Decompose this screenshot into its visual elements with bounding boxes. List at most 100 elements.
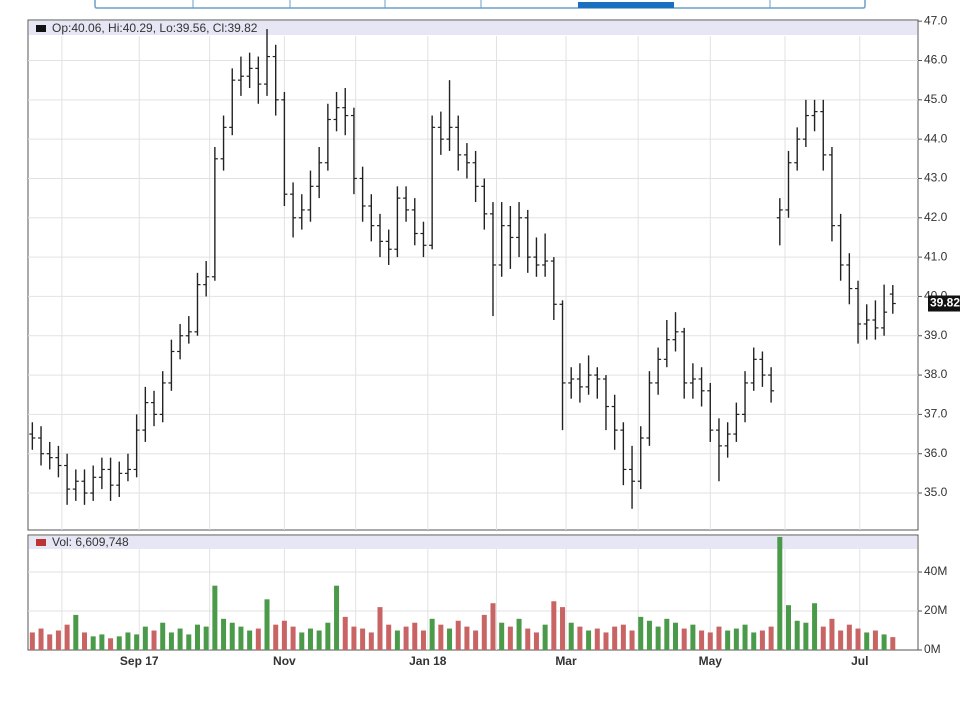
legend-swatch: [36, 25, 46, 32]
volume-bar: [116, 636, 122, 650]
volume-bar: [386, 624, 392, 650]
volume-bar: [247, 630, 253, 650]
volume-legend-band: [29, 536, 917, 549]
y-tick-label: 47.0: [924, 13, 948, 27]
volume-bar: [394, 630, 400, 650]
volume-bar: [516, 618, 522, 650]
last-price-label: 39.82: [930, 296, 960, 310]
volume-bar: [108, 638, 114, 650]
volume-bar: [264, 599, 270, 650]
volume-bar: [707, 632, 713, 650]
volume-bar: [455, 620, 461, 650]
y-tick-label: 38.0: [924, 367, 948, 381]
volume-bar: [603, 632, 609, 650]
volume-bar: [855, 628, 861, 650]
volume-bar: [99, 634, 105, 650]
last-price-box: [928, 295, 960, 312]
y-tick-label: 36.0: [924, 446, 948, 460]
volume-bar: [673, 622, 679, 650]
y-tick-label: 42.0: [924, 210, 948, 224]
volume-bar: [281, 620, 287, 650]
volume-bar: [490, 603, 496, 650]
volume-bar: [447, 628, 453, 650]
volume-bar: [334, 585, 340, 650]
volume-bar: [412, 622, 418, 650]
y-tick-label: 39.0: [924, 328, 948, 342]
volume-bar: [168, 632, 174, 650]
volume-bar: [820, 626, 826, 650]
y-tick-label: 43.0: [924, 171, 948, 185]
volume-bar: [794, 620, 800, 650]
y-tick-label: 44.0: [924, 131, 948, 145]
volume-bar: [255, 628, 261, 650]
tab-strip: [94, 0, 866, 9]
volume-bar: [325, 622, 331, 650]
volume-bar: [890, 637, 896, 650]
volume-bar: [864, 632, 870, 650]
x-tick-label: Jan 18: [409, 654, 447, 668]
y-tick-label: 37.0: [924, 407, 948, 421]
volume-bar: [812, 603, 818, 650]
volume-bar: [481, 614, 487, 650]
volume-bar: [612, 626, 618, 650]
volume-bar: [160, 622, 166, 650]
x-tick-label: May: [699, 654, 723, 668]
legend-swatch: [36, 539, 46, 546]
volume-bar: [655, 626, 661, 650]
volume-bar: [777, 536, 783, 650]
volume-bar: [499, 622, 505, 650]
volume-bar: [420, 630, 426, 650]
x-tick-label: Jul: [851, 654, 868, 668]
volume-bar: [290, 626, 296, 650]
volume-bar: [342, 616, 348, 650]
volume-bar: [403, 626, 409, 650]
volume-bar: [872, 630, 878, 650]
volume-bar: [221, 618, 227, 650]
volume-bar: [307, 628, 313, 650]
price-legend: Op:40.06, Hi:40.29, Lo:39.56, Cl:39.82: [52, 21, 258, 35]
volume-bar: [568, 622, 574, 650]
volume-bar: [299, 632, 305, 650]
y-tick-label: 45.0: [924, 92, 948, 106]
volume-bar: [55, 630, 61, 650]
volume-bar: [620, 624, 626, 650]
volume-bar: [733, 628, 739, 650]
volume-bar: [38, 628, 44, 650]
volume-bar: [838, 630, 844, 650]
volume-bar: [542, 624, 548, 650]
volume-bar: [507, 626, 513, 650]
y-tick-label: 0M: [924, 642, 941, 656]
y-tick-label: 41.0: [924, 249, 948, 263]
y-tick-label: 46.0: [924, 53, 948, 67]
price-legend-band: [29, 21, 917, 35]
volume-bar: [742, 624, 748, 650]
volume-bar: [690, 624, 696, 650]
volume-bar: [638, 616, 644, 650]
volume-bar: [194, 624, 200, 650]
volume-bar: [716, 626, 722, 650]
volume-bar: [533, 632, 539, 650]
volume-bar: [316, 630, 322, 650]
volume-bar: [725, 630, 731, 650]
volume-bar: [203, 626, 209, 650]
volume-bar: [594, 628, 600, 650]
volume-bar: [759, 630, 765, 650]
volume-bar: [803, 622, 809, 650]
volume-bar: [151, 630, 157, 650]
volume-bar: [577, 626, 583, 650]
volume-bar: [125, 632, 131, 650]
volume-bar: [229, 622, 235, 650]
volume-bar: [351, 626, 357, 650]
volume-bar: [29, 632, 35, 650]
x-tick-label: Mar: [555, 654, 577, 668]
volume-bar: [881, 634, 887, 650]
y-tick-label: 35.0: [924, 485, 948, 499]
volume-bar: [551, 601, 557, 650]
volume-bar: [629, 630, 635, 650]
volume-bar: [81, 632, 87, 650]
volume-bar: [368, 632, 374, 650]
volume-legend: Vol: 6,609,748: [52, 535, 129, 549]
volume-bar: [646, 620, 652, 650]
volume-bar: [699, 630, 705, 650]
